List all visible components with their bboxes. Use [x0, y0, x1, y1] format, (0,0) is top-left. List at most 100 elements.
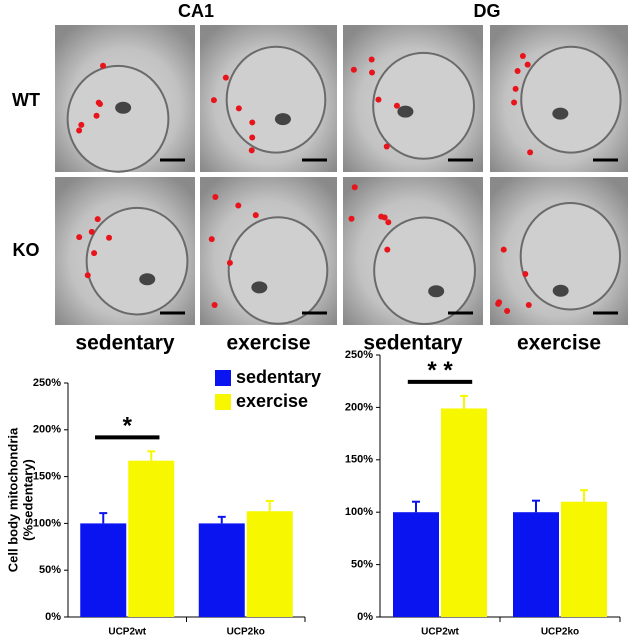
marker: [249, 134, 256, 141]
marker: [88, 228, 95, 235]
marker: [504, 307, 511, 314]
marker: [106, 234, 113, 241]
nucleolus: [552, 284, 569, 297]
marker: [525, 302, 532, 309]
marker: [514, 68, 521, 75]
legend-label: exercise: [236, 391, 308, 411]
bar: [246, 511, 293, 617]
marker: [208, 236, 215, 243]
marker: [235, 105, 242, 112]
marker: [96, 100, 103, 107]
bar: [128, 460, 175, 617]
y-tick-label: 250%: [345, 349, 373, 361]
marker: [222, 74, 229, 81]
marker: [393, 102, 400, 109]
x-tick-label: UCP2wt: [108, 627, 146, 638]
y-tick-label: 50%: [351, 559, 373, 571]
legend-swatch: [215, 370, 231, 386]
nucleolus: [274, 113, 291, 126]
bar: [80, 523, 127, 617]
marker: [248, 147, 255, 154]
marker: [383, 143, 390, 150]
marker: [381, 214, 388, 221]
marker: [511, 99, 518, 106]
y-tick-label: 0%: [357, 611, 373, 623]
y-tick-label: 50%: [39, 564, 61, 576]
marker: [76, 127, 83, 134]
nucleus: [227, 216, 329, 325]
marker: [94, 216, 101, 223]
bar: [198, 523, 245, 617]
y-tick-label: 200%: [345, 401, 373, 413]
nucleus: [520, 45, 622, 154]
y-axis-label: Cell body mitochondria: [5, 427, 20, 572]
y-tick-label: 0%: [45, 611, 61, 623]
nucleolus: [428, 285, 445, 298]
column-label: sedentary: [75, 332, 175, 355]
y-tick-label: 100%: [33, 517, 61, 529]
column-label: exercise: [226, 332, 310, 355]
nucleolus: [552, 107, 569, 120]
marker: [368, 69, 375, 76]
y-tick-label: 100%: [345, 506, 373, 518]
bar: [393, 512, 439, 617]
marker: [527, 149, 534, 156]
nucleolus: [397, 105, 414, 118]
column-label: exercise: [517, 332, 601, 355]
y-tick-label: 200%: [33, 424, 61, 436]
marker: [385, 219, 392, 226]
nucleus: [85, 206, 189, 316]
marker: [76, 234, 83, 241]
nucleus: [66, 64, 170, 173]
marker: [512, 85, 519, 92]
marker: [235, 202, 242, 209]
nucleolus: [251, 281, 268, 294]
marker: [78, 121, 85, 128]
y-axis-label: (%sedentary): [20, 459, 35, 541]
y-tick-label: 150%: [345, 454, 373, 466]
marker: [226, 259, 233, 266]
significance-label: *: [123, 413, 133, 440]
x-tick-label: UCP2ko: [227, 627, 265, 638]
nucleus: [373, 216, 476, 326]
marker: [252, 212, 259, 219]
column-label: sedentary: [363, 332, 463, 355]
bar: [561, 501, 607, 617]
marker: [351, 184, 358, 191]
marker: [91, 250, 98, 257]
bar: [441, 408, 487, 617]
legend-label: sedentary: [236, 367, 321, 387]
region-label: DG: [474, 1, 501, 21]
legend-swatch: [215, 394, 231, 410]
marker: [84, 272, 91, 279]
marker: [384, 246, 391, 253]
y-tick-label: 250%: [33, 377, 61, 389]
row-label: WT: [12, 90, 40, 110]
marker: [522, 270, 529, 277]
y-tick-label: 150%: [33, 471, 61, 483]
marker: [524, 61, 531, 68]
marker: [519, 53, 526, 60]
marker: [496, 299, 503, 306]
marker: [375, 96, 382, 103]
marker: [212, 193, 219, 200]
bar: [513, 512, 559, 617]
x-tick-label: UCP2ko: [541, 627, 579, 638]
significance-label: * *: [427, 357, 453, 384]
x-tick-label: UCP2wt: [421, 627, 459, 638]
nucleolus: [115, 101, 132, 114]
nucleus: [225, 45, 327, 154]
marker: [100, 62, 107, 69]
marker: [93, 112, 100, 119]
marker: [210, 97, 217, 104]
nucleus: [519, 201, 622, 311]
marker: [500, 246, 507, 253]
nucleus: [372, 51, 475, 160]
marker: [350, 66, 357, 73]
row-label: KO: [13, 240, 40, 260]
marker: [348, 215, 355, 222]
marker: [249, 119, 256, 126]
region-label: CA1: [178, 1, 214, 21]
nucleolus: [139, 273, 156, 286]
marker: [211, 301, 218, 308]
